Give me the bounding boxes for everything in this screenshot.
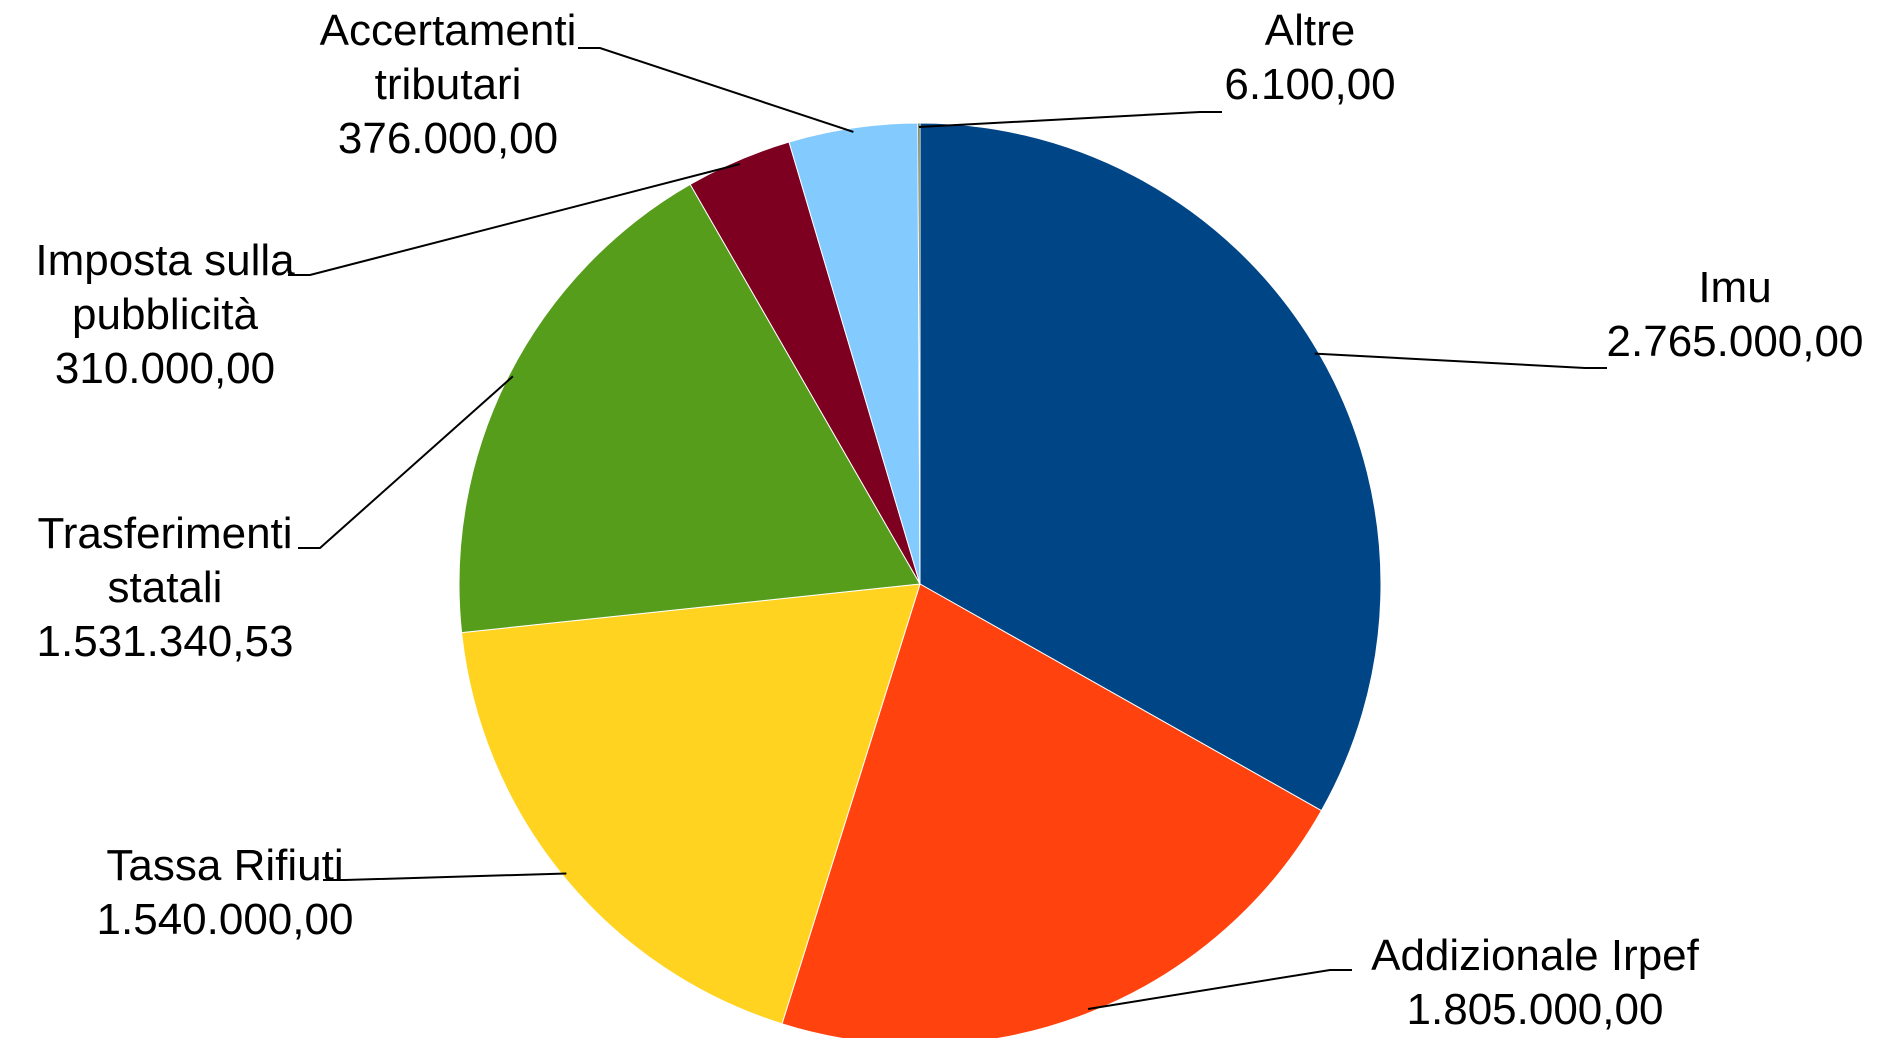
data-label-value: 1.540.000,00 [97, 895, 354, 944]
data-label-altre: Altre 6.100,00 [1224, 6, 1395, 109]
data-label-trasferimenti-statali: Trasferimenti statali 1.531.340,53 [37, 509, 294, 666]
slice-altre [917, 122, 921, 585]
slice-trasferimenti-statali [458, 183, 921, 634]
data-label-category: Imu [1698, 263, 1771, 312]
data-label-imposta-sulla-pubblicita: Imposta sulla pubblicità 310.000,00 [35, 236, 295, 393]
data-label-value: 1.531.340,53 [37, 617, 294, 666]
data-label-category: statali [108, 563, 223, 612]
leader-lines [288, 47, 1607, 1010]
data-label-category: Addizionale Irpef [1371, 931, 1700, 980]
data-label-accertamenti-tributari: Accertamenti tributari 376.000,00 [320, 6, 577, 163]
data-label-category: Tassa Rifiuti [106, 841, 343, 890]
pie-slices [458, 122, 1382, 1038]
leader-line-imu [1314, 352, 1607, 369]
data-label-value: 310.000,00 [55, 344, 275, 393]
data-label-value: 376.000,00 [338, 114, 558, 163]
leader-line-tassa-rifiuti [323, 872, 567, 881]
data-label-value: 2.765.000,00 [1607, 317, 1864, 366]
data-label-value: 1.805.000,00 [1407, 985, 1664, 1034]
slice-addizionale-irpef [781, 583, 1323, 1038]
data-label-category: Accertamenti [320, 6, 577, 55]
data-labels: Imu 2.765.000,00 Addizionale Irpef 1.805.00… [35, 6, 1863, 1034]
data-label-category: tributari [375, 60, 522, 109]
data-label-addizionale-irpef: Addizionale Irpef 1.805.000,00 [1371, 931, 1700, 1034]
slice-tassa-rifiuti [461, 583, 921, 1025]
leader-line-trasferimenti-statali [298, 375, 514, 549]
data-label-category: Altre [1265, 6, 1355, 55]
data-label-category: Imposta sulla [35, 236, 295, 285]
data-label-value: 6.100,00 [1224, 60, 1395, 109]
slice-imu [919, 122, 1382, 812]
data-label-category: Trasferimenti [37, 509, 292, 558]
leader-line-addizionale-irpef [1087, 969, 1352, 1010]
data-label-category: pubblicità [72, 290, 258, 339]
leader-line-accertamenti-tributari [578, 47, 854, 133]
leader-line-imposta-sulla-pubblicita [288, 163, 741, 276]
leader-line-altre [918, 111, 1222, 128]
data-label-imu: Imu 2.765.000,00 [1607, 263, 1864, 366]
data-label-tassa-rifiuti: Tassa Rifiuti 1.540.000,00 [97, 841, 354, 944]
